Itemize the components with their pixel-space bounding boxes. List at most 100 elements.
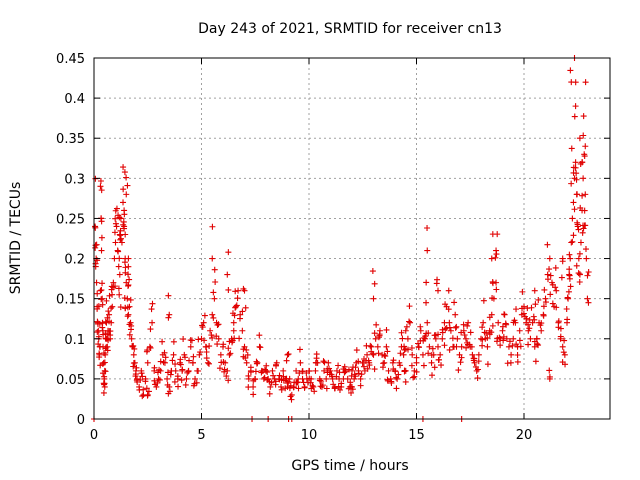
data-point [196, 351, 203, 358]
data-point [145, 388, 152, 395]
data-point [97, 177, 104, 184]
data-point [252, 368, 259, 375]
data-point [239, 327, 246, 334]
data-point [127, 296, 134, 303]
data-point [243, 359, 250, 366]
data-point [576, 135, 583, 142]
data-point [523, 315, 530, 322]
data-point [250, 383, 257, 390]
data-point [323, 375, 330, 382]
data-point [165, 314, 172, 321]
data-point [428, 359, 435, 366]
data-point [516, 337, 523, 344]
data-point [462, 335, 469, 342]
data-point [390, 357, 397, 364]
data-point [182, 381, 189, 388]
data-point [454, 335, 461, 342]
data-point [104, 347, 111, 354]
data-point [451, 299, 458, 306]
data-point [531, 316, 538, 323]
data-point [100, 389, 107, 396]
data-point [489, 295, 496, 302]
data-point [335, 362, 342, 369]
data-point [389, 359, 396, 366]
data-point [137, 376, 144, 383]
data-point [371, 366, 378, 373]
data-point [321, 367, 328, 374]
data-point [457, 359, 464, 366]
data-point [115, 263, 122, 270]
data-point [488, 329, 495, 336]
data-point [348, 389, 355, 396]
data-point [345, 366, 352, 373]
data-point [256, 332, 263, 339]
data-point [572, 159, 579, 166]
data-point [408, 362, 415, 369]
data-point [533, 335, 540, 342]
data-point [117, 215, 124, 222]
data-point [310, 383, 317, 390]
data-point [400, 351, 407, 358]
data-point [441, 342, 448, 349]
data-point [232, 288, 239, 295]
data-point [437, 351, 444, 358]
data-point [201, 312, 208, 319]
data-point [435, 331, 442, 338]
data-point [413, 368, 420, 375]
data-point [225, 345, 232, 352]
data-point [266, 390, 273, 397]
data-point [117, 235, 124, 242]
data-point [423, 299, 430, 306]
data-point [208, 332, 215, 339]
data-point [139, 393, 146, 400]
data-point [563, 305, 570, 312]
data-point [538, 327, 545, 334]
data-point [195, 367, 202, 374]
data-point [561, 337, 568, 344]
data-point [392, 368, 399, 375]
data-point [209, 311, 216, 318]
data-point [227, 350, 234, 357]
data-point [566, 272, 573, 279]
data-point [229, 337, 236, 344]
data-point [555, 318, 562, 325]
data-point [152, 381, 159, 388]
data-point [562, 361, 569, 368]
data-point [435, 356, 442, 363]
data-point [577, 204, 584, 211]
data-point [573, 170, 580, 177]
data-point [170, 351, 177, 358]
data-point [373, 321, 380, 328]
data-point [319, 382, 326, 389]
data-point [365, 357, 372, 364]
data-point [566, 266, 573, 273]
data-point [263, 362, 270, 369]
data-point [174, 373, 181, 380]
data-point [576, 271, 583, 278]
data-point [558, 274, 565, 281]
data-point [97, 287, 104, 294]
data-point [263, 367, 269, 374]
data-point [546, 266, 553, 273]
data-point [288, 396, 295, 403]
data-point [126, 276, 133, 283]
axis-ticks: 0 0.05 0.1 0.15 0.2 0.25 0.3 0.35 0.4 0.45 0 5 10 15 2… [56, 52, 610, 443]
data-point [126, 331, 133, 338]
data-point [452, 311, 459, 318]
data-point [566, 251, 573, 258]
data-point [567, 255, 574, 262]
data-point [224, 271, 231, 278]
data-point [544, 276, 551, 283]
data-point [573, 176, 580, 183]
data-point [294, 379, 301, 386]
data-point [287, 393, 294, 400]
data-point [370, 351, 377, 358]
data-point [429, 345, 436, 352]
data-point [143, 385, 150, 392]
data-point [111, 229, 118, 236]
data-point [559, 258, 566, 265]
data-point [169, 357, 176, 364]
data-point [460, 327, 467, 334]
data-point [585, 268, 592, 275]
data-point [116, 291, 123, 298]
